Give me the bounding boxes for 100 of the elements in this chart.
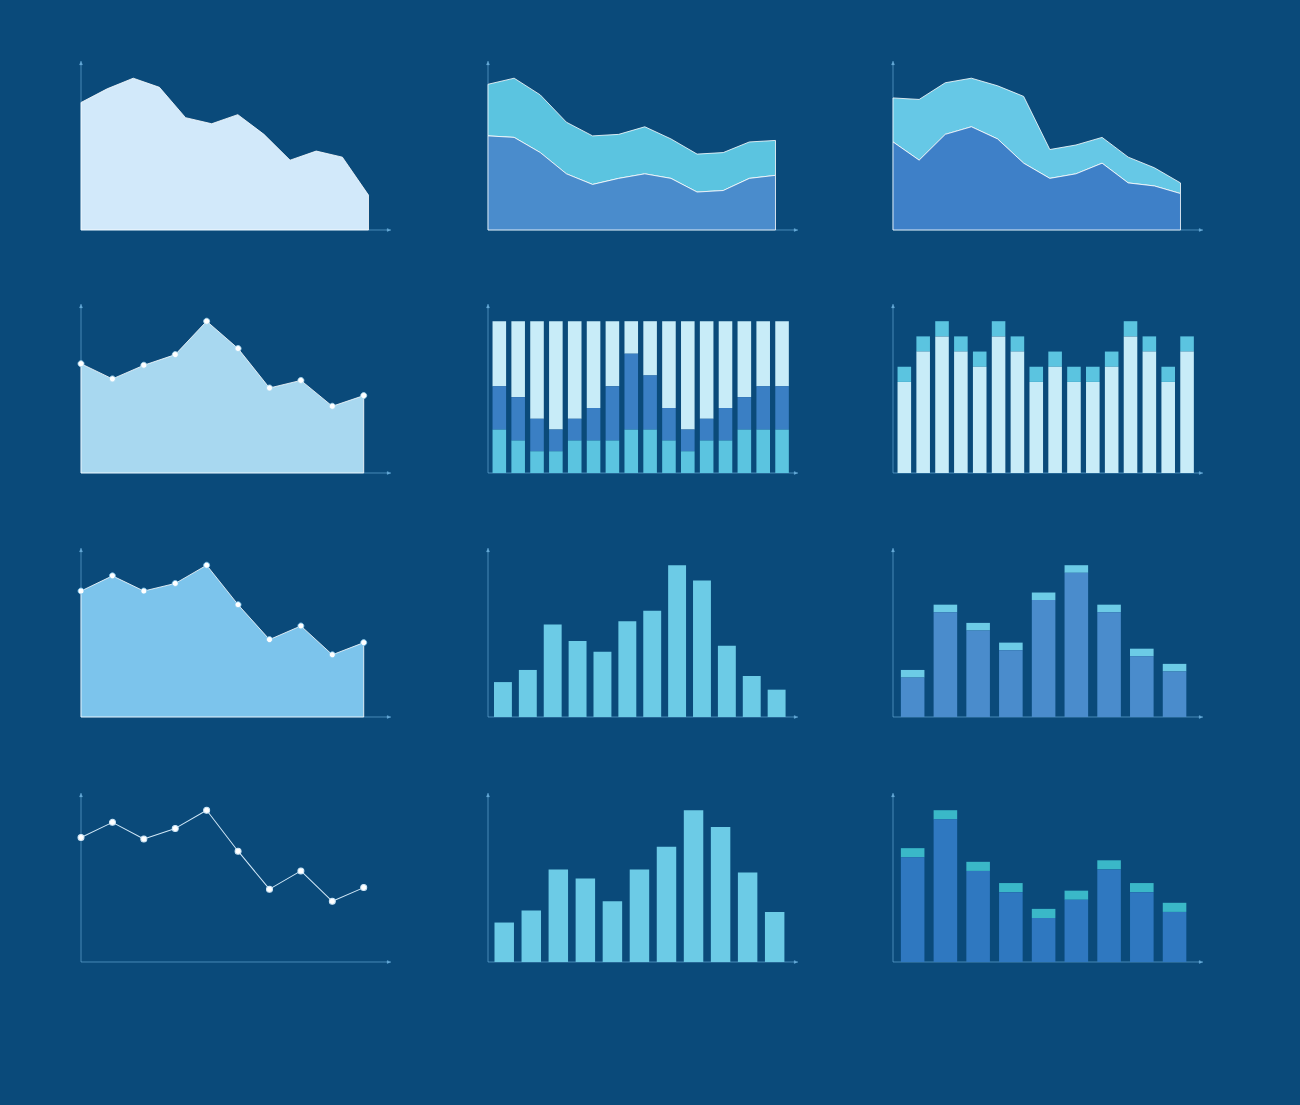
bar (933, 604, 958, 613)
bar (972, 366, 987, 473)
bar (549, 451, 563, 473)
bar (521, 910, 542, 962)
bar (991, 321, 1006, 337)
point (77, 587, 85, 595)
bar (1130, 656, 1154, 717)
bar (586, 408, 601, 441)
bar (1097, 869, 1121, 962)
bar (999, 892, 1023, 962)
bar (737, 429, 752, 473)
bar (737, 321, 752, 398)
bar (1010, 336, 1025, 352)
bar (999, 642, 1023, 651)
point (328, 651, 336, 659)
bar (549, 321, 563, 430)
bar (1048, 351, 1062, 367)
bar (718, 321, 733, 409)
bar (1064, 572, 1089, 717)
bar (1029, 366, 1044, 382)
point (203, 317, 211, 325)
bar (900, 669, 925, 678)
bar (954, 351, 968, 473)
bar (1064, 899, 1089, 962)
point (297, 377, 305, 384)
bar (756, 386, 770, 430)
bar (586, 321, 601, 409)
bar (699, 440, 714, 473)
bar (916, 351, 930, 473)
bar (1162, 671, 1187, 717)
bar (1067, 381, 1081, 473)
point (171, 580, 179, 587)
bar (683, 810, 704, 962)
bar (1161, 366, 1175, 382)
bar (775, 321, 789, 387)
bar (966, 861, 990, 871)
bar (954, 336, 968, 352)
bar (900, 677, 925, 717)
bar (1048, 366, 1062, 473)
bar (693, 580, 711, 717)
bar (530, 451, 544, 473)
point (203, 561, 211, 569)
bar (530, 418, 544, 452)
bar (492, 321, 507, 387)
bar (933, 819, 958, 962)
bar (494, 922, 514, 962)
bar (897, 366, 912, 382)
bar (756, 429, 770, 473)
point (234, 345, 242, 352)
bar (605, 440, 620, 473)
bar (1123, 321, 1138, 337)
bar (1104, 366, 1119, 473)
point (328, 897, 336, 905)
bar (710, 826, 731, 962)
bar (1180, 336, 1194, 352)
bar (530, 321, 544, 419)
bar (1097, 604, 1121, 613)
bar (737, 397, 752, 430)
bar (1064, 890, 1089, 900)
bar (575, 878, 596, 962)
bar (548, 869, 569, 962)
bar (1097, 612, 1121, 717)
bar (900, 848, 925, 858)
bar (1130, 892, 1154, 962)
bar (1162, 911, 1187, 962)
point (109, 572, 116, 580)
bar (1086, 381, 1100, 473)
bar (656, 846, 677, 962)
bar (567, 418, 582, 441)
bar (624, 353, 639, 430)
point (360, 639, 368, 647)
bar (549, 429, 563, 452)
point (265, 885, 273, 893)
bar (605, 321, 620, 387)
bar (966, 630, 990, 717)
bar (643, 429, 657, 473)
bar (605, 386, 620, 441)
point (360, 884, 368, 892)
bar (1086, 366, 1100, 382)
bar (935, 321, 949, 337)
point (77, 360, 85, 368)
bar (966, 870, 990, 962)
bar (492, 386, 507, 430)
bar (767, 689, 786, 717)
bar (629, 869, 650, 962)
point (140, 835, 148, 843)
bar (543, 624, 562, 717)
bar (567, 321, 582, 419)
point (77, 834, 85, 842)
bar (681, 429, 695, 452)
bar (511, 321, 525, 398)
bar (662, 321, 676, 409)
bar (1130, 883, 1154, 893)
bar (1031, 600, 1056, 717)
bar (602, 901, 623, 962)
bar (775, 386, 789, 430)
bar (1180, 351, 1194, 473)
bar (1031, 917, 1056, 962)
bar (699, 418, 714, 441)
point (171, 351, 179, 358)
